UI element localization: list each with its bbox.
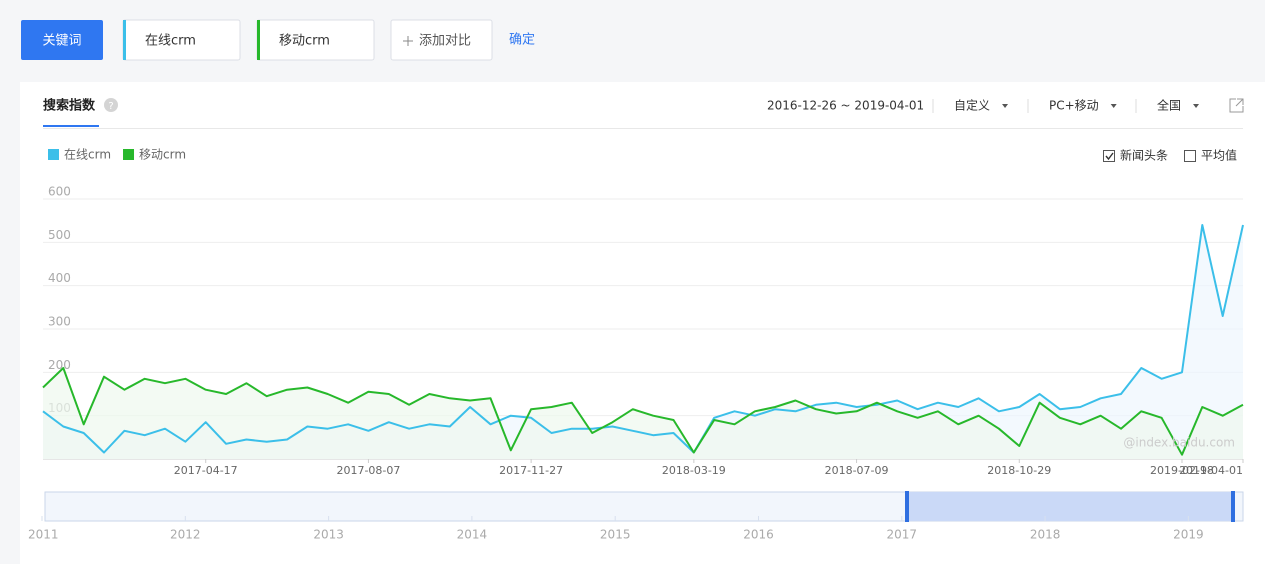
dropdown-arrow [1002,104,1009,108]
checkbox[interactable] [1184,150,1196,162]
export-glyph [1229,98,1244,113]
x-tick-label: 2017-11-27 [499,464,563,477]
checkmark [1105,152,1114,161]
x-tick-label: 2019-02-18 [1150,464,1214,477]
year-label: 2019 [1173,528,1204,542]
overview-selection[interactable] [907,492,1233,521]
year-label: 2014 [457,528,488,542]
x-tick-label: 2018-03-19 [662,464,726,477]
legend-label[interactable]: 在线crm [64,148,111,162]
y-tick-label: 600 [48,185,71,199]
year-label: 2016 [743,528,774,542]
keyword-text[interactable]: 在线crm [145,34,196,49]
keyword-button[interactable] [21,20,103,60]
x-tick-label: 2017-04-17 [174,464,238,477]
x-tick-label: 2017-08-07 [336,464,400,477]
legend-swatch[interactable] [48,149,59,160]
filter-dropdown[interactable]: 全国 [1157,98,1181,113]
checkbox-label[interactable]: 平均值 [1201,148,1237,163]
overview-handle[interactable] [1231,491,1235,522]
plus-icon [403,36,413,46]
checkbox[interactable] [1103,150,1115,162]
keyword-color [257,20,260,60]
x-tick-label: 2018-10-29 [987,464,1051,477]
y-tick-label: 200 [48,358,71,372]
keyword-color [123,20,126,60]
confirm-link[interactable]: 确定 [509,33,535,48]
series-line [42,224,1244,454]
date-range[interactable]: 2016-12-26 ~ 2019-04-01 [767,99,924,113]
x-tick-label: 2019-04-01 [1179,464,1243,477]
year-label: 2017 [887,528,918,542]
checkbox-label[interactable]: 新闻头条 [1120,148,1168,163]
series-area [43,368,1243,459]
add-compare-label[interactable]: 添加对比 [419,34,471,49]
legend-swatch[interactable] [123,149,135,160]
help-icon-glyph: ? [108,101,113,112]
tab-underline [43,125,99,127]
filter-dropdown[interactable]: 自定义 [954,98,990,113]
add-compare-button[interactable] [390,19,493,61]
year-label: 2015 [600,528,631,542]
filter-dropdown[interactable]: PC+移动 [1049,99,1099,113]
dropdown-arrow [1110,104,1117,108]
y-tick-label: 500 [48,228,71,242]
export-icon[interactable] [1229,98,1244,113]
series-line [42,367,1244,456]
watermark: @index.baidu.com [1123,436,1235,450]
dropdown-arrow [1193,104,1200,108]
year-label: 2012 [170,528,201,542]
x-tick-label: 2018-07-09 [825,464,889,477]
year-label: 2011 [28,528,59,542]
tab-title[interactable]: 搜索指数 [43,98,96,114]
legend-label[interactable]: 移动crm [139,148,186,162]
panel [20,82,1265,564]
keyword-button-label[interactable]: 关键词 [42,34,81,49]
y-tick-label: 400 [48,271,71,285]
overview-handle[interactable] [905,491,909,522]
keyword-text[interactable]: 移动crm [279,34,330,49]
help-icon[interactable] [104,98,118,112]
y-tick-label: 300 [48,315,71,329]
year-label: 2018 [1030,528,1061,542]
year-label: 2013 [313,528,344,542]
